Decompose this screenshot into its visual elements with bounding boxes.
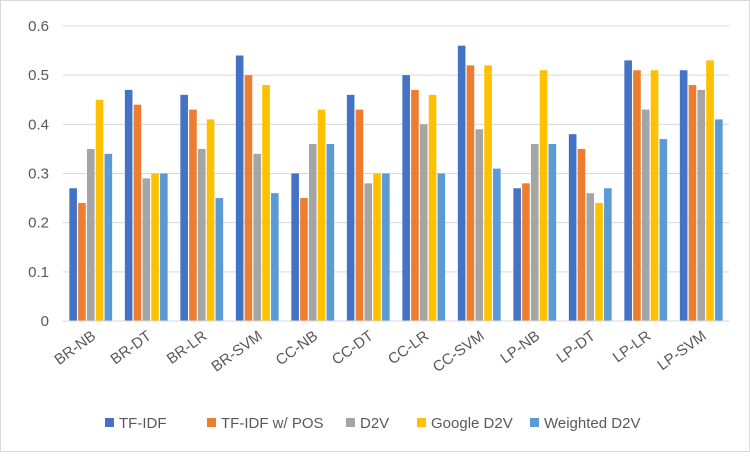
bar-d2v-br-nb (86, 148, 95, 321)
bar-d2v-cc-lr (419, 124, 428, 321)
bar-weighted-d2v-cc-lr (437, 173, 446, 321)
bar-tf-idf-lp-lr (624, 60, 632, 322)
y-tick-label: 0 (41, 313, 49, 330)
bar-tf-idf-w-pos-br-nb (78, 203, 86, 321)
bar-d2v-lp-svm (697, 89, 706, 322)
bar-tf-idf-lp-svm (679, 70, 688, 321)
y-tick-label: 0.2 (28, 215, 49, 232)
bar-google-d2v-br-nb (95, 99, 104, 321)
x-tick-label: LP-SVM (654, 327, 709, 374)
bar-d2v-br-lr (197, 148, 206, 321)
y-tick-label: 0.5 (28, 67, 49, 84)
legend-swatch (417, 418, 426, 427)
legend-swatch (530, 418, 539, 427)
bar-tf-idf-lp-dt (568, 134, 577, 321)
bar-google-d2v-cc-nb (317, 109, 326, 321)
gridlines (63, 25, 729, 273)
bar-tf-idf-cc-dt (346, 94, 355, 321)
legend: TF-IDF TF-IDF w/ POS D2V Google D2V Weighted… (105, 415, 640, 432)
x-tick-label: CC-SVM (430, 327, 488, 376)
bar-d2v-cc-nb (308, 144, 317, 321)
bar-d2v-cc-svm (475, 129, 484, 321)
bar-tf-idf-lp-nb (513, 188, 521, 321)
bar-tf-idf-cc-nb (291, 173, 299, 321)
bar-tf-idf-w-pos-lp-lr (633, 70, 641, 321)
bar-d2v-lp-dt (586, 193, 595, 321)
bar-tf-idf-br-lr (180, 94, 188, 321)
bar-d2v-br-dt (142, 178, 151, 321)
bar-tf-idf-cc-lr (402, 75, 410, 322)
bar-weighted-d2v-cc-svm (493, 168, 501, 321)
x-tick-label: BR-SVM (208, 327, 265, 375)
bar-tf-idf-w-pos-lp-nb (522, 183, 530, 321)
bar-weighted-d2v-cc-nb (326, 144, 335, 321)
bar-tf-idf-w-pos-cc-svm (466, 65, 475, 321)
legend-label: TF-IDF w/ POS (221, 415, 324, 432)
bar-tf-idf-br-nb (69, 188, 77, 321)
bar-tf-idf-w-pos-cc-lr (411, 89, 419, 322)
bar-d2v-br-svm (253, 153, 262, 321)
bar-google-d2v-lp-dt (595, 203, 603, 321)
bar-google-d2v-lp-svm (706, 60, 714, 322)
x-tick-label: LP-LR (610, 327, 655, 366)
bar-tf-idf-w-pos-lp-dt (577, 148, 586, 321)
bar-google-d2v-lp-nb (539, 70, 548, 321)
y-tick-label: 0.1 (28, 264, 49, 281)
bar-weighted-d2v-br-svm (271, 193, 279, 321)
bar-tf-idf-w-pos-cc-dt (355, 109, 364, 321)
bar-d2v-cc-dt (364, 183, 373, 321)
bar-weighted-d2v-cc-dt (382, 173, 390, 321)
bar-weighted-d2v-lp-lr (659, 139, 668, 321)
x-tick-label: CC-LR (385, 327, 432, 368)
legend-label: Google D2V (431, 415, 513, 432)
bar-weighted-d2v-lp-dt (604, 188, 612, 321)
bar-google-d2v-br-dt (151, 173, 159, 321)
bar-google-d2v-lp-lr (650, 70, 659, 321)
legend-swatch (207, 418, 216, 427)
x-tick-label: LP-DT (554, 327, 599, 366)
legend-label: TF-IDF (119, 415, 166, 432)
bar-google-d2v-cc-lr (428, 94, 437, 321)
legend-label: D2V (360, 415, 389, 432)
bar-tf-idf-w-pos-br-dt (133, 104, 142, 322)
y-axis-tick-labels: 0 0.1 0.2 0.3 0.4 0.5 0.6 (28, 18, 49, 330)
bar-tf-idf-br-dt (124, 89, 133, 322)
x-tick-label: BR-DT (108, 327, 155, 368)
bar-weighted-d2v-br-lr (215, 198, 224, 321)
bar-weighted-d2v-lp-svm (715, 119, 723, 322)
bar-d2v-lp-lr (641, 109, 650, 321)
legend-swatch (346, 418, 355, 427)
x-tick-label: BR-NB (51, 327, 99, 368)
bar-weighted-d2v-br-nb (104, 153, 113, 321)
bar-tf-idf-cc-svm (457, 45, 466, 322)
y-tick-label: 0.4 (28, 116, 49, 133)
y-tick-label: 0.3 (28, 166, 49, 183)
y-tick-label: 0.6 (28, 18, 49, 35)
bars (69, 45, 723, 322)
bar-google-d2v-cc-svm (484, 65, 492, 321)
bar-tf-idf-w-pos-cc-nb (300, 198, 308, 321)
bar-tf-idf-w-pos-br-svm (244, 75, 253, 322)
x-tick-label: LP-NB (497, 327, 543, 367)
bar-weighted-d2v-br-dt (160, 173, 168, 321)
x-tick-label: BR-LR (164, 327, 211, 367)
legend-swatch (105, 418, 114, 427)
legend-label: Weighted D2V (544, 415, 640, 432)
bar-google-d2v-cc-dt (373, 173, 381, 321)
bar-tf-idf-br-svm (235, 55, 244, 321)
bar-google-d2v-br-lr (206, 119, 215, 322)
bar-tf-idf-w-pos-br-lr (189, 109, 197, 321)
bar-d2v-lp-nb (530, 144, 539, 321)
bar-weighted-d2v-lp-nb (548, 144, 557, 321)
bar-google-d2v-br-svm (262, 85, 270, 321)
x-tick-label: CC-NB (273, 327, 321, 369)
bar-tf-idf-w-pos-lp-svm (688, 85, 697, 321)
x-tick-label: CC-DT (329, 327, 377, 368)
